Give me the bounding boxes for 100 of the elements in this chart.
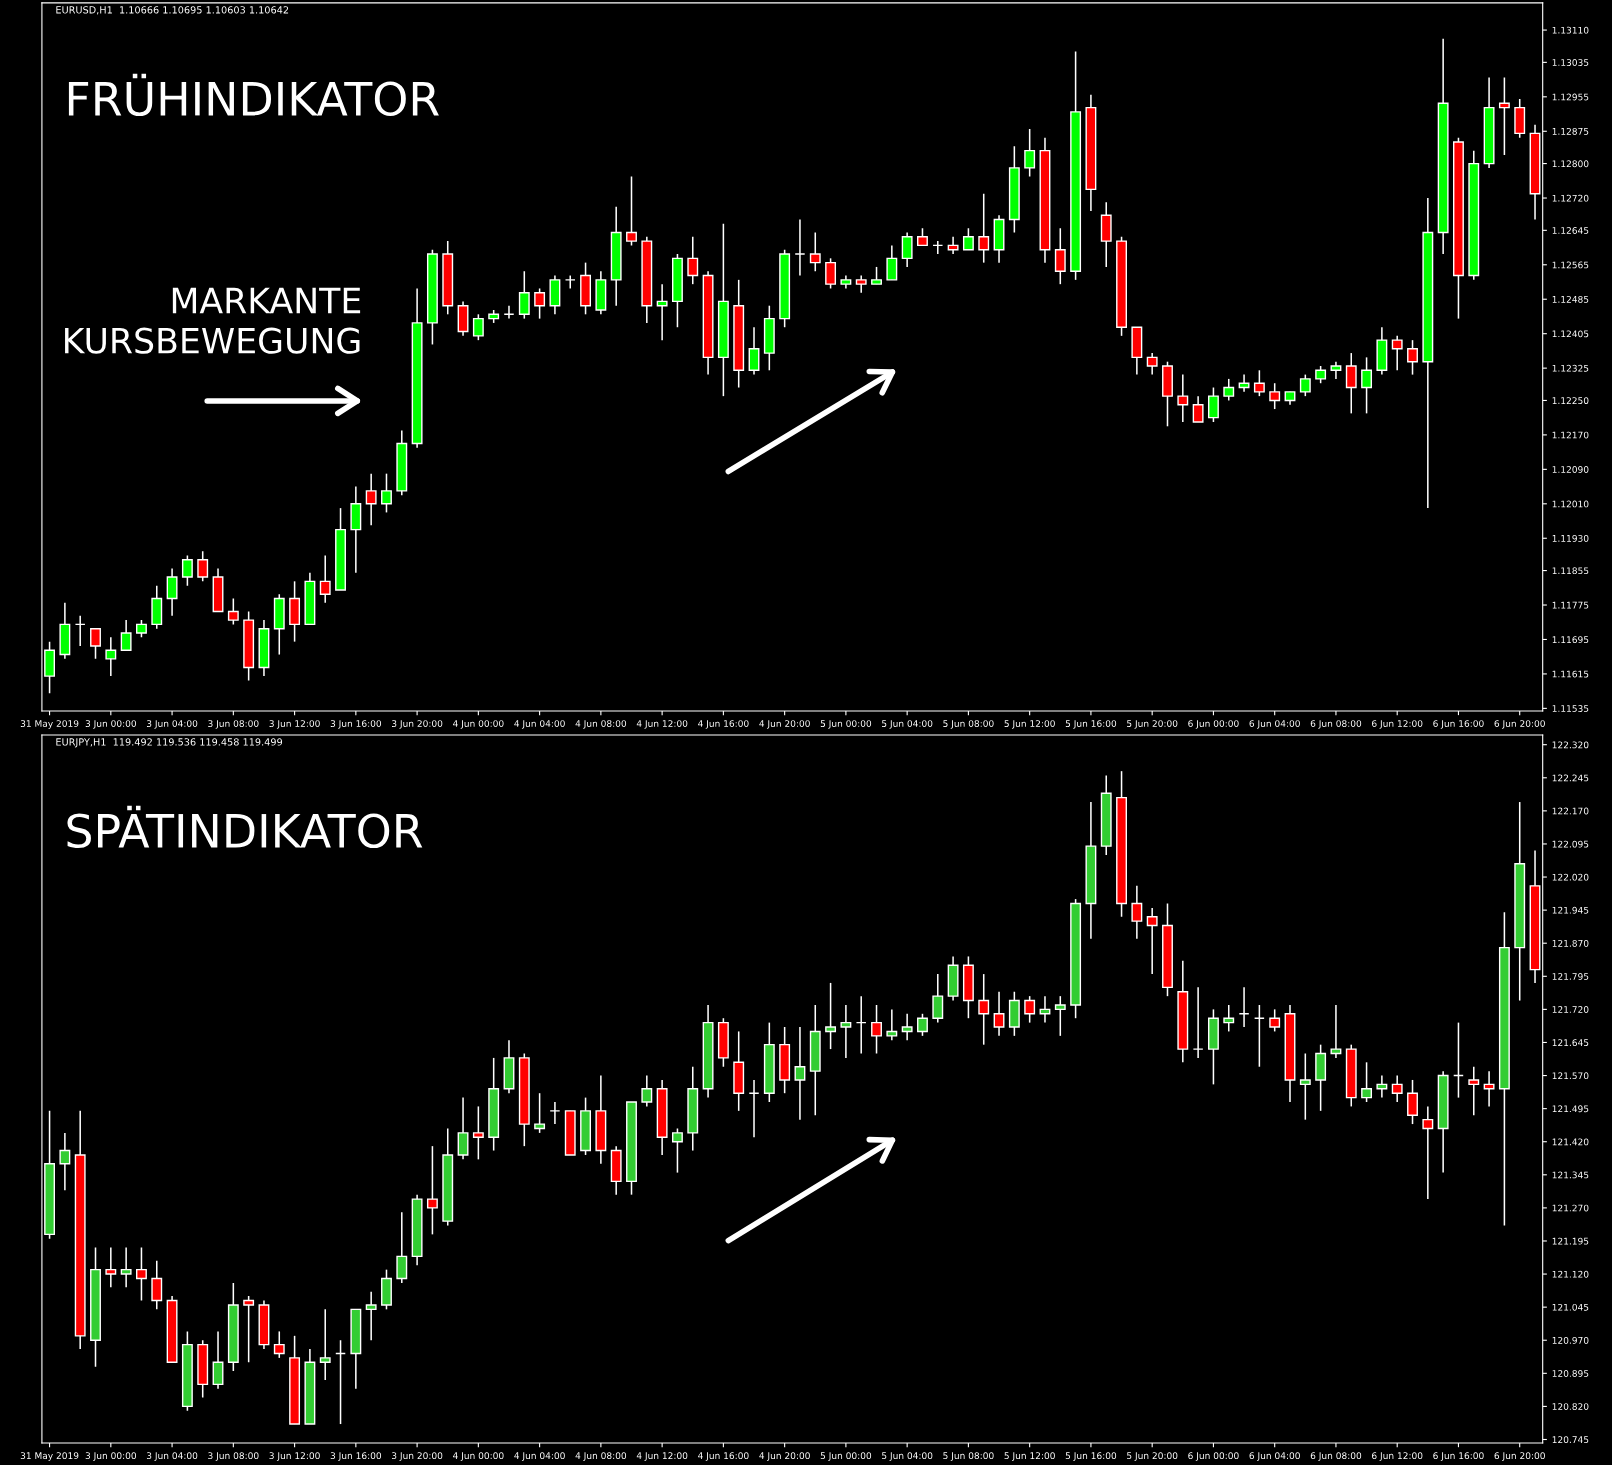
candlestick xyxy=(1192,395,1204,423)
candlestick xyxy=(1223,378,1235,402)
y-tick-label: 1.12875 xyxy=(1552,128,1589,135)
candlestick xyxy=(886,1008,898,1042)
candlestick xyxy=(319,1308,331,1381)
x-tick-label: 5 Jun 16:00 xyxy=(1065,720,1117,729)
candlestick xyxy=(978,973,990,1046)
y-tick-label: 1.12325 xyxy=(1552,364,1589,372)
y-tick-label: 1.12955 xyxy=(1552,93,1589,101)
candlestick xyxy=(549,1101,561,1125)
candlestick xyxy=(1330,1004,1342,1059)
candlestick xyxy=(365,1290,377,1342)
x-tick-label: 4 Jun 12:00 xyxy=(636,1452,688,1461)
candlestick xyxy=(396,1211,408,1284)
candlestick xyxy=(534,287,546,320)
y-tick-label: 121.945 xyxy=(1552,906,1589,914)
x-tick-label: 3 Jun 16:00 xyxy=(330,1452,382,1461)
candlestick xyxy=(1253,369,1265,397)
x-tick-label: 5 Jun 00:00 xyxy=(820,720,872,729)
candlestick xyxy=(901,1013,913,1042)
candlestick xyxy=(825,257,837,290)
y-tick-label: 121.870 xyxy=(1552,939,1589,947)
x-tick-label: 3 Jun 20:00 xyxy=(391,720,443,729)
candlestick xyxy=(151,1260,163,1311)
candlestick xyxy=(932,240,944,255)
text: SPÄTINDIKATOR xyxy=(67,805,423,849)
annotation: EURJPY,H1 119.492 119.536 119.458 119.499 xyxy=(56,738,283,748)
text: FRÜHINDIKATOR xyxy=(68,73,439,117)
x-tick-label: 5 Jun 20:00 xyxy=(1127,720,1178,729)
x-tick-label: 5 Jun 08:00 xyxy=(943,1452,994,1461)
x-tick-label: 6 Jun 20:00 xyxy=(1494,720,1545,729)
candlestick xyxy=(105,636,117,677)
x-tick-label: 5 Jun 08:00 xyxy=(943,720,994,729)
x-tick-label: 6 Jun 12:00 xyxy=(1372,720,1423,729)
candlestick xyxy=(687,236,699,285)
y-tick-label: 1.13110 xyxy=(1552,26,1589,34)
candlestick xyxy=(1453,1021,1464,1099)
candlestick xyxy=(1223,1004,1235,1033)
x-tick-label: 4 Jun 00:00 xyxy=(453,720,504,729)
candlestick xyxy=(181,554,193,587)
y-tick-label: 1.12485 xyxy=(1552,295,1589,303)
x-tick-label: 31 May 2019 xyxy=(20,1452,79,1461)
y-tick-label: 121.495 xyxy=(1552,1105,1589,1113)
x-tick-label: 4 Jun 16:00 xyxy=(698,1452,749,1461)
candlestick xyxy=(1391,1074,1403,1103)
x-tick-label: 5 Jun 20:00 xyxy=(1127,1452,1178,1461)
y-tick-label: 1.13035 xyxy=(1552,59,1589,66)
x-tick-label: 6 Jun 16:00 xyxy=(1433,1452,1484,1461)
y-tick-label: 1.11775 xyxy=(1552,601,1589,609)
y-tick-label: 120.820 xyxy=(1552,1403,1589,1410)
x-tick-label: 3 Jun 12:00 xyxy=(269,1452,320,1461)
candlestick xyxy=(1498,76,1510,156)
y-tick-label: 122.245 xyxy=(1552,774,1589,782)
x-tick-label: 6 Jun 20:00 xyxy=(1494,1452,1545,1461)
candlestick xyxy=(1299,373,1311,397)
y-tick-label: 121.570 xyxy=(1552,1072,1589,1080)
x-tick-label: 3 Jun 20:00 xyxy=(391,1452,443,1461)
candlestick xyxy=(748,326,760,376)
x-tick-label: 6 Jun 00:00 xyxy=(1188,1452,1239,1461)
candlestick xyxy=(472,313,484,341)
candlestick xyxy=(227,597,239,626)
x-tick-label: 5 Jun 04:00 xyxy=(882,720,933,729)
candlestick xyxy=(335,1339,346,1425)
x-tick-label: 3 Jun 04:00 xyxy=(146,1452,198,1461)
candlestick xyxy=(319,554,331,604)
candlestick xyxy=(825,982,837,1050)
candlestick xyxy=(656,283,668,341)
y-tick-label: 1.11930 xyxy=(1552,534,1589,542)
y-tick-label: 1.12645 xyxy=(1552,227,1589,234)
candlestick xyxy=(794,218,806,277)
candlestick xyxy=(1146,907,1158,975)
x-tick-label: 6 Jun 00:00 xyxy=(1188,720,1239,729)
x-tick-label: 6 Jun 08:00 xyxy=(1310,720,1362,729)
candlestick xyxy=(917,1013,928,1037)
candlestick xyxy=(947,236,959,255)
candlestick xyxy=(1361,356,1373,415)
candlestick xyxy=(809,231,821,273)
y-tick-label: 120.745 xyxy=(1552,1436,1589,1444)
candlestick xyxy=(1253,1004,1265,1068)
y-tick-label: 122.320 xyxy=(1552,741,1589,749)
x-tick-label: 5 Jun 12:00 xyxy=(1004,1452,1055,1461)
x-tick-label: 3 Jun 08:00 xyxy=(208,1452,259,1461)
x-tick-label: 4 Jun 00:00 xyxy=(453,1452,504,1461)
x-tick-label: 3 Jun 16:00 xyxy=(330,720,382,729)
candlestick xyxy=(105,1246,117,1289)
y-tick-label: 121.420 xyxy=(1552,1138,1589,1146)
candlestick xyxy=(1146,352,1158,376)
candlestick xyxy=(1238,373,1250,393)
candlestick xyxy=(1054,995,1066,1037)
candlestick xyxy=(1177,373,1189,423)
candlestick xyxy=(457,1096,469,1161)
candlestick xyxy=(365,472,377,527)
x-tick-label: 31 May 2019 xyxy=(20,720,79,729)
x-tick-label: 3 Jun 08:00 xyxy=(208,720,259,729)
y-tick-label: 1.12090 xyxy=(1552,466,1589,473)
candlestick xyxy=(503,304,515,320)
y-tick-label: 1.11695 xyxy=(1552,636,1589,644)
y-tick-label: 1.12170 xyxy=(1552,431,1589,439)
candlestick xyxy=(534,1092,546,1134)
x-tick-label: 4 Jun 16:00 xyxy=(698,720,749,729)
